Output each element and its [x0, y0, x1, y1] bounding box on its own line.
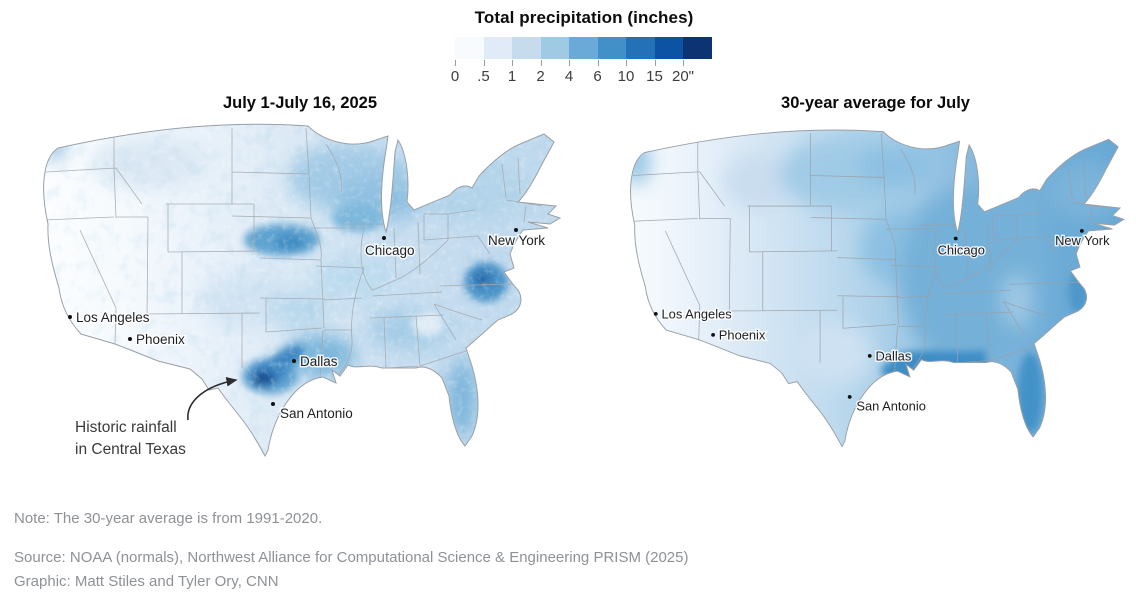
- city-dot: [953, 236, 958, 241]
- legend: Total precipitation (inches) 0 .5 1 2 4 …: [451, 8, 717, 86]
- city-label: Phoenix: [136, 332, 185, 347]
- tick-label: 2: [536, 68, 545, 85]
- color-swatch: [540, 37, 569, 59]
- legend-ticks: [455, 59, 712, 66]
- color-swatch: [512, 37, 541, 59]
- annotation-central-texas: Historic rainfall in Central Texas: [74, 377, 238, 460]
- tick-label: .5: [477, 68, 490, 85]
- legend-tick-labels: 0 .5 1 2 4 6 10 15 20": [451, 68, 712, 86]
- city-dot: [292, 359, 296, 363]
- city-dot: [128, 337, 132, 341]
- state-borders: [43, 127, 543, 379]
- city-dot: [382, 236, 386, 240]
- tick-label: 6: [593, 68, 602, 85]
- city-label: Los Angeles: [76, 310, 150, 325]
- map-30yr-average: Los Angeles Phoenix Dallas San Antonio C…: [630, 129, 1126, 448]
- color-swatch: [483, 37, 512, 59]
- legend-color-ramp: [455, 37, 712, 59]
- us-outline: [43, 123, 562, 458]
- source-text: Source: NOAA (normals), Northwest Allian…: [14, 549, 689, 566]
- legend-title: Total precipitation (inches): [474, 8, 694, 27]
- annotation-line2: in Central Texas: [75, 441, 186, 458]
- city-dot: [653, 311, 658, 316]
- color-swatch: [654, 37, 683, 59]
- city-dot: [1079, 228, 1084, 233]
- city-label: Phoenix: [719, 328, 766, 343]
- city-label: Dallas: [300, 354, 338, 369]
- color-swatch: [455, 37, 484, 59]
- city-label: New York: [1055, 233, 1110, 248]
- tick-label: 1: [507, 68, 517, 85]
- tick-label: 20": [671, 68, 695, 85]
- color-swatch: [683, 37, 712, 59]
- color-swatch: [569, 37, 598, 59]
- city-label: San Antonio: [856, 398, 925, 413]
- color-swatch: [626, 37, 655, 59]
- tick-label: 15: [646, 68, 663, 85]
- city-label: Chicago: [365, 243, 415, 258]
- right-map-title: 30-year average for July: [781, 94, 970, 112]
- city-dot: [271, 402, 275, 406]
- tick-label: 0: [450, 68, 460, 85]
- city-dot: [514, 228, 518, 232]
- tick-label: 4: [564, 68, 574, 85]
- map-july-2025: Los Angeles Phoenix Dallas San Antonio C…: [43, 123, 562, 460]
- credit-text: Graphic: Matt Stiles and Tyler Ory, CNN: [14, 573, 279, 590]
- city-dot: [867, 353, 872, 358]
- city-dot: [711, 332, 715, 337]
- city-label: Chicago: [938, 243, 985, 258]
- tick-label: 10: [617, 68, 635, 85]
- note-text: Note: The 30-year average is from 1991-2…: [14, 510, 323, 527]
- us-outline: [630, 129, 1126, 448]
- city-markers: Los Angeles Phoenix Dallas San Antonio C…: [68, 228, 547, 423]
- city-label: Los Angeles: [662, 307, 732, 322]
- city-markers: Los Angeles Phoenix Dallas San Antonio C…: [653, 228, 1112, 415]
- color-swatch: [597, 37, 626, 59]
- city-label: Dallas: [876, 349, 912, 364]
- city-label: San Antonio: [280, 406, 353, 421]
- annotation-arrow-icon: [187, 377, 238, 421]
- city-label: New York: [488, 233, 545, 248]
- city-dot: [68, 315, 72, 319]
- state-borders: [630, 133, 1107, 373]
- city-dot: [847, 395, 852, 399]
- annotation-line1: Historic rainfall: [75, 419, 177, 436]
- left-map-title: July 1-July 16, 2025: [222, 94, 378, 112]
